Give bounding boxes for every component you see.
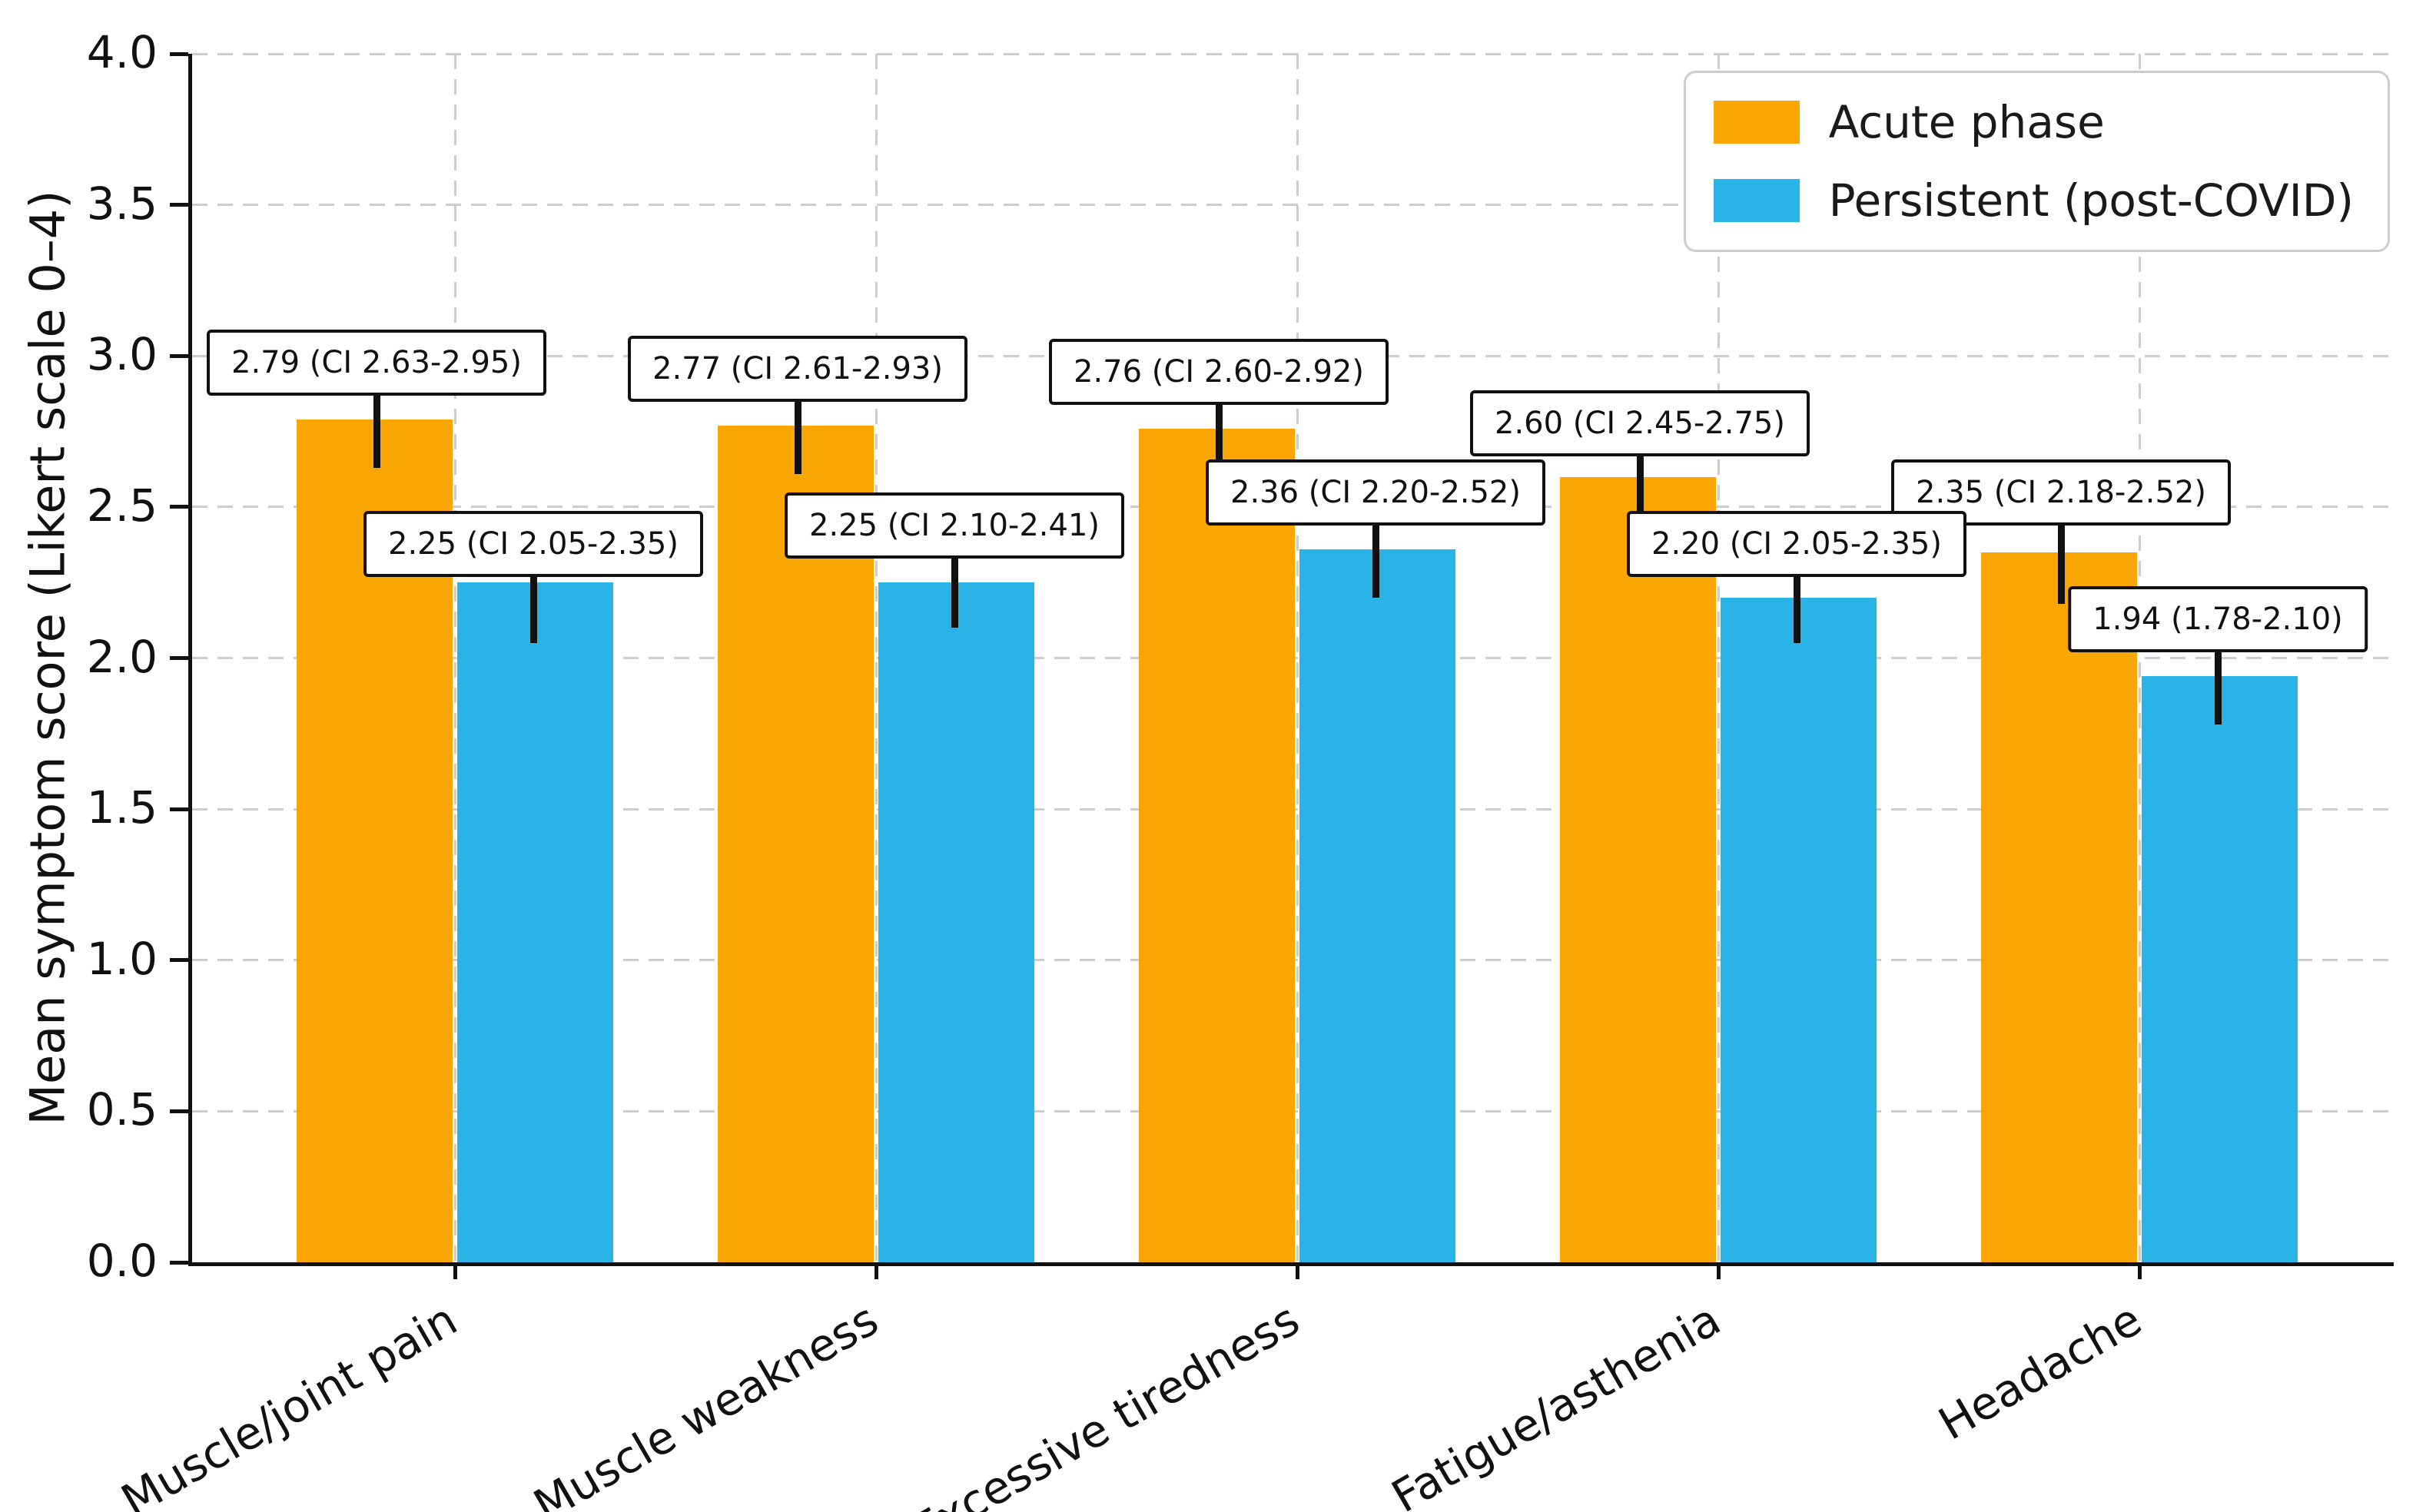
error-bar [1372, 501, 1379, 598]
error-bar [1215, 380, 1223, 477]
vertical-gridline [453, 54, 456, 1262]
y-axis-tick-label: 2.5 [86, 479, 158, 532]
y-axis-tick-label: 0.5 [86, 1083, 158, 1136]
x-axis-category-label: Muscle/joint pain [112, 1293, 466, 1512]
annotation-persistent: 1.94 (1.78-2.10) [2068, 586, 2368, 653]
bar-persistent [457, 582, 613, 1262]
annotation-persistent: 2.36 (CI 2.20-2.52) [1206, 459, 1545, 526]
y-axis-tick [170, 807, 188, 811]
y-axis-tick [170, 353, 188, 358]
bar-persistent [1721, 597, 1877, 1262]
legend-label-acute: Acute phase [1828, 96, 2105, 148]
annotation-acute: 2.79 (CI 2.63-2.95) [207, 329, 546, 396]
x-axis-tick [453, 1262, 457, 1279]
y-axis-tick [170, 1260, 188, 1265]
y-axis-tick-label: 1.0 [86, 932, 158, 985]
vertical-gridline [2138, 54, 2141, 1262]
x-axis-tick [2137, 1262, 2142, 1279]
x-axis-category-label: Fatigue/asthenia [1382, 1293, 1729, 1512]
y-axis-tick-label: 3.5 [86, 177, 158, 230]
x-axis-category-label: Excessive tiredness [902, 1293, 1308, 1512]
error-bar [951, 534, 958, 628]
y-axis-tick-label: 4.0 [86, 26, 158, 78]
legend: Acute phase Persistent (post-COVID) [1683, 71, 2390, 252]
error-bar [794, 376, 801, 474]
annotation-persistent: 2.20 (CI 2.05-2.35) [1627, 510, 1966, 577]
y-axis-tick-label: 1.5 [86, 781, 158, 834]
y-axis-tick [170, 51, 188, 56]
bar-acute [1981, 552, 2137, 1262]
bar-acute [1560, 476, 1716, 1262]
error-bar [2214, 628, 2222, 724]
annotation-acute: 2.77 (CI 2.61-2.93) [628, 335, 967, 402]
error-bar [1636, 431, 1644, 522]
legend-entry-acute: Acute phase [1713, 96, 2354, 148]
legend-swatch-persistent [1713, 179, 1800, 222]
plot-area: 0.0 0.5 1.0 1.5 2.0 2.5 3.0 3.5 4.0 Muscle/joint … [87, 26, 2394, 1512]
y-axis-tick-label: 2.0 [86, 630, 158, 683]
legend-label-persistent: Persistent (post-COVID) [1828, 174, 2354, 227]
bar-acute [718, 425, 874, 1262]
annotation-acute: 2.76 (CI 2.60-2.92) [1049, 338, 1389, 405]
bar-persistent [878, 582, 1034, 1262]
x-axis-category-label: Muscle weakness [525, 1293, 887, 1512]
error-bar [1793, 552, 1800, 643]
annotation-persistent: 2.25 (CI 2.05-2.35) [363, 510, 703, 577]
bar-acute [1139, 428, 1295, 1262]
horizontal-gridline [192, 204, 2394, 207]
vertical-gridline [1717, 54, 1720, 1262]
x-axis-tick [1295, 1262, 1299, 1279]
vertical-gridline [874, 54, 878, 1262]
legend-entry-persistent: Persistent (post-COVID) [1713, 174, 2354, 227]
x-axis-tick [874, 1262, 878, 1279]
error-bar [2057, 501, 2065, 604]
y-axis-tick-label: 0.0 [86, 1235, 158, 1287]
y-axis-tick [170, 1109, 188, 1113]
error-bar [529, 552, 537, 643]
vertical-gridline [1296, 54, 1299, 1262]
y-axis-tick [170, 958, 188, 963]
x-axis-category-label: Headache [1930, 1293, 2150, 1451]
y-axis-tick [170, 505, 188, 509]
bar-persistent [1299, 549, 1455, 1262]
y-axis-tick-label: 3.0 [86, 328, 158, 381]
x-axis-tick [1716, 1262, 1721, 1279]
annotation-acute: 2.60 (CI 2.45-2.75) [1470, 390, 1810, 456]
annotation-persistent: 2.25 (CI 2.10-2.41) [785, 492, 1124, 559]
legend-swatch-acute [1713, 101, 1800, 144]
y-axis-tick [170, 656, 188, 660]
horizontal-gridline [192, 52, 2394, 55]
y-axis-tick [170, 203, 188, 207]
bar-persistent [2142, 676, 2298, 1262]
error-bar [373, 370, 380, 468]
annotation-acute: 2.35 (CI 2.18-2.52) [1891, 459, 2231, 526]
